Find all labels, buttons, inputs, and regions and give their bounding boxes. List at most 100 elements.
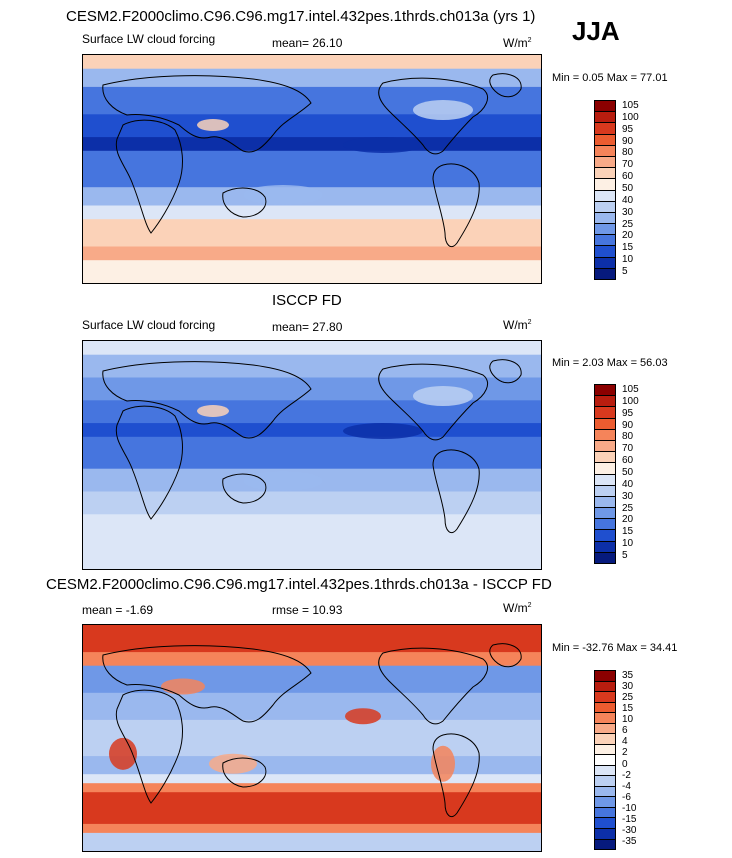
colorbar-swatch	[595, 828, 615, 840]
colorbar-tick-label: 30	[622, 680, 634, 692]
colorbar-tick-label: 10	[622, 254, 634, 266]
colorbar-tick-label: 4	[622, 736, 628, 748]
colorbar-tick-label: 50	[622, 182, 634, 194]
colorbar-swatch	[595, 797, 615, 808]
colorbar-swatch	[595, 123, 615, 135]
colorbar-swatch	[595, 246, 615, 258]
colorbar-swatch	[595, 385, 615, 397]
colorbar-swatch	[595, 212, 615, 225]
colorbar-swatch	[595, 681, 615, 693]
colorbar-tick-label: 100	[622, 111, 639, 123]
colorbar-tick-label: 40	[622, 194, 634, 206]
colorbar-tick-label: 105	[622, 99, 639, 111]
colorbar-tick-label: -10	[622, 803, 637, 815]
colorbar-swatch	[595, 407, 615, 419]
colorbar-tick-label: 5	[622, 265, 628, 277]
colorbar-tick-label: 35	[622, 669, 634, 681]
colorbar-swatch	[595, 818, 615, 829]
colorbar-swatch	[595, 485, 615, 497]
colorbar-swatch	[595, 508, 615, 520]
colorbar-tick-label: 2	[622, 747, 628, 759]
colorbar-swatch	[595, 145, 615, 157]
colorbar-tick-label: 5	[622, 549, 628, 561]
colorbar-tick-label: 10	[622, 714, 634, 726]
colorbar-swatch	[595, 723, 615, 735]
colorbar-swatch	[595, 112, 615, 124]
colorbar-swatch	[595, 692, 615, 703]
colorbar-tick-label: 50	[622, 466, 634, 478]
colorbar-swatch	[595, 744, 615, 756]
colorbar-swatch	[595, 201, 615, 213]
colorbar-swatch	[595, 452, 615, 464]
colorbar-swatch	[595, 776, 615, 787]
colorbar-tick-label: 0	[622, 758, 628, 770]
colorbar-tick-label: 40	[622, 478, 634, 490]
colorbar-swatch	[595, 268, 615, 279]
colorbar-swatch	[595, 257, 615, 269]
panel1-minmax: Min = 0.05 Max = 77.01	[552, 72, 668, 84]
colorbar-tick-label: 15	[622, 526, 634, 538]
colorbar-swatch	[595, 418, 615, 430]
colorbar-tick-label: 60	[622, 171, 634, 183]
colorbar-tick-label: 80	[622, 147, 634, 159]
colorbar-swatch	[595, 179, 615, 191]
colorbar-tick-label: 25	[622, 218, 634, 230]
colorbar-tick-label: 30	[622, 206, 634, 218]
colorbar-swatch	[595, 530, 615, 542]
colorbar-swatch	[595, 671, 615, 682]
panel2-minmax: Min = 2.03 Max = 56.03	[552, 357, 668, 369]
colorbar-tick-label: 10	[622, 538, 634, 550]
colorbar-tick-label: 20	[622, 514, 634, 526]
panel2-colorbar	[594, 384, 616, 564]
panel1-units: W/m2	[503, 36, 532, 50]
colorbar-swatch	[595, 496, 615, 509]
colorbar-tick-label: 15	[622, 702, 634, 714]
colorbar-tick-label: 70	[622, 159, 634, 171]
colorbar-tick-label: 95	[622, 407, 634, 419]
colorbar-tick-label: 90	[622, 135, 634, 147]
panel2-map	[82, 340, 542, 570]
panel2-units: W/m2	[503, 318, 532, 332]
colorbar-tick-label: 80	[622, 431, 634, 443]
panel3-colorbar-labels: 35 30 25 15 10 6 4 2 0 -2 -4 -6 -10 -15 -30 -35	[622, 670, 636, 848]
panel1-colorbar	[594, 100, 616, 280]
colorbar-tick-label: -15	[622, 814, 637, 826]
colorbar-swatch	[595, 463, 615, 475]
panel1-variable-label: Surface LW cloud forcing	[82, 32, 216, 46]
colorbar-swatch	[595, 713, 615, 724]
panel3-map	[82, 624, 542, 852]
colorbar-swatch	[595, 396, 615, 408]
panel2-title: ISCCP FD	[272, 292, 342, 309]
colorbar-tick-label: 15	[622, 242, 634, 254]
colorbar-swatch	[595, 440, 615, 453]
season-label: JJA	[572, 16, 620, 46]
colorbar-swatch	[595, 224, 615, 236]
colorbar-swatch	[595, 519, 615, 531]
colorbar-swatch	[595, 168, 615, 180]
colorbar-swatch	[595, 101, 615, 113]
panel3-rmse: rmse = 10.93	[272, 603, 343, 617]
panel2-colorbar-labels: 105 100 95 90 80 70 60 50 40 30 25 20 15 10 5	[622, 384, 639, 562]
colorbar-swatch	[595, 429, 615, 441]
colorbar-tick-label: 90	[622, 419, 634, 431]
colorbar-swatch	[595, 786, 615, 798]
colorbar-swatch	[595, 734, 615, 745]
panel3-mean: mean = -1.69	[82, 603, 154, 617]
colorbar-tick-label: -35	[622, 836, 637, 848]
colorbar-tick-label: 6	[622, 725, 628, 737]
colorbar-tick-label: 20	[622, 230, 634, 242]
colorbar-swatch	[595, 134, 615, 146]
panel3-colorbar	[594, 670, 616, 850]
colorbar-tick-label: 70	[622, 443, 634, 455]
colorbar-tick-label: -2	[622, 769, 631, 781]
colorbar-swatch	[595, 765, 615, 777]
panel2-mean: mean= 27.80	[272, 320, 343, 334]
colorbar-tick-label: 60	[622, 455, 634, 467]
colorbar-tick-label: 25	[622, 691, 634, 703]
colorbar-tick-label: 95	[622, 123, 634, 135]
colorbar-tick-label: 30	[622, 490, 634, 502]
colorbar-swatch	[595, 474, 615, 486]
colorbar-swatch	[595, 235, 615, 247]
colorbar-tick-label: 25	[622, 502, 634, 514]
panel1-colorbar-labels: 105 100 95 90 80 70 60 50 40 30 25 20 15 10 5	[622, 100, 639, 278]
